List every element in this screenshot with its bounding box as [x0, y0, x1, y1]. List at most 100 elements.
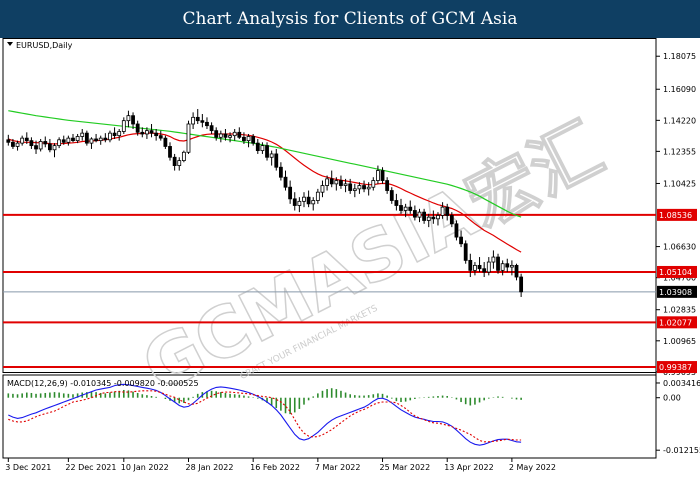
- candle: [6, 134, 11, 146]
- macd_line: [8, 383, 522, 446]
- candle: [52, 143, 57, 158]
- candle-body-up: [417, 211, 422, 218]
- moving-averages: [8, 110, 522, 253]
- candle: [80, 128, 85, 141]
- candle-body-up: [325, 178, 329, 186]
- level-label: 1.08536: [659, 211, 692, 220]
- candle: [288, 180, 293, 204]
- date-tick-label: 25 Mar 2022: [380, 463, 431, 472]
- candle: [454, 220, 459, 241]
- candle-body-down: [339, 180, 343, 186]
- candle-body-up: [440, 206, 445, 216]
- candle: [98, 135, 103, 145]
- candle-body-down: [251, 136, 256, 144]
- price-tick-label: 1.16090: [663, 85, 696, 94]
- candle: [24, 132, 29, 144]
- candle: [371, 177, 376, 191]
- candle-body-up: [426, 216, 431, 221]
- candle-body-down: [348, 183, 353, 191]
- current-price-box: [657, 285, 697, 298]
- candle: [177, 157, 182, 171]
- candle-body-down: [482, 268, 487, 273]
- macd-tick-label: 0.00: [663, 394, 681, 403]
- candle-body-down: [200, 120, 205, 123]
- candle: [237, 127, 242, 139]
- candle: [505, 258, 510, 273]
- candle-body-up: [436, 215, 440, 220]
- candle-body-up: [343, 183, 348, 186]
- candle-body-up: [52, 145, 57, 151]
- candle-body-down: [223, 133, 228, 138]
- candle-body-up: [473, 264, 477, 271]
- candle: [214, 127, 219, 141]
- candle-body-down: [380, 170, 385, 181]
- candle: [329, 170, 334, 188]
- candle-body-up: [80, 132, 85, 137]
- candle: [186, 120, 191, 154]
- candle-body-down: [242, 136, 246, 142]
- candle-body-up: [376, 170, 380, 181]
- candle-body-up: [181, 151, 186, 161]
- candle: [117, 128, 122, 141]
- candle: [47, 138, 52, 153]
- price-tick-label: 1.10425: [663, 179, 696, 188]
- candle: [297, 197, 302, 213]
- candle-body-down: [214, 130, 219, 138]
- candle: [339, 175, 343, 189]
- candle: [11, 138, 15, 149]
- candle: [306, 190, 311, 208]
- candle-body-down: [431, 216, 436, 220]
- candle-body-down: [389, 190, 394, 201]
- support-resistance-levels: [3, 213, 656, 369]
- candle-body-up: [177, 160, 182, 166]
- candle-body-up: [218, 133, 223, 138]
- level-label-box: [657, 208, 697, 221]
- candle: [121, 117, 126, 134]
- candle-body-down: [463, 243, 468, 261]
- candle-body-down: [84, 132, 89, 144]
- ma_fast-line: [8, 132, 522, 253]
- symbol-label: EURUSD,Daily: [16, 41, 73, 50]
- candle: [242, 132, 246, 144]
- date-tick-label: 3 Dec 2021: [5, 463, 51, 472]
- candle: [246, 133, 251, 148]
- candle: [145, 127, 149, 139]
- candle: [315, 188, 320, 204]
- candle: [228, 132, 232, 143]
- candle-body-up: [20, 137, 25, 144]
- candle-body-up: [491, 256, 496, 263]
- candle-body-down: [209, 125, 214, 132]
- candle: [352, 183, 357, 198]
- candle-body-up: [357, 185, 362, 190]
- candle: [163, 135, 168, 149]
- candle-body-up: [500, 263, 505, 271]
- level-label-box: [657, 361, 697, 374]
- candle-body-up: [302, 196, 306, 202]
- candle-body-down: [496, 256, 500, 271]
- candle: [223, 128, 228, 141]
- candle-body-down: [288, 186, 293, 200]
- candle: [440, 202, 445, 219]
- candle: [366, 182, 371, 196]
- candle: [66, 135, 71, 146]
- level-label: 0.99387: [659, 363, 692, 372]
- level-label-box: [657, 265, 697, 278]
- candle-body-up: [232, 131, 237, 137]
- candle: [57, 137, 62, 149]
- candle: [209, 122, 214, 134]
- candle-body-down: [445, 206, 450, 216]
- candle-body-down: [103, 137, 108, 141]
- candle: [334, 177, 339, 191]
- candle: [20, 135, 25, 146]
- macd-panel-frame: [2, 374, 657, 459]
- candle: [84, 130, 89, 146]
- candle: [126, 110, 131, 128]
- candle-body-down: [71, 137, 75, 142]
- date-tick-label: 7 Mar 2022: [315, 463, 361, 472]
- ma_slow-line: [8, 110, 522, 218]
- date-tick-label: 10 Jan 2022: [121, 463, 169, 472]
- candle: [75, 133, 80, 144]
- price-tick-label: 1.02835: [663, 306, 696, 315]
- macd-label: MACD(12,26,9) -0.010345 -0.009820 -0.000…: [7, 379, 199, 388]
- symbol-dropdown-icon[interactable]: [7, 42, 13, 46]
